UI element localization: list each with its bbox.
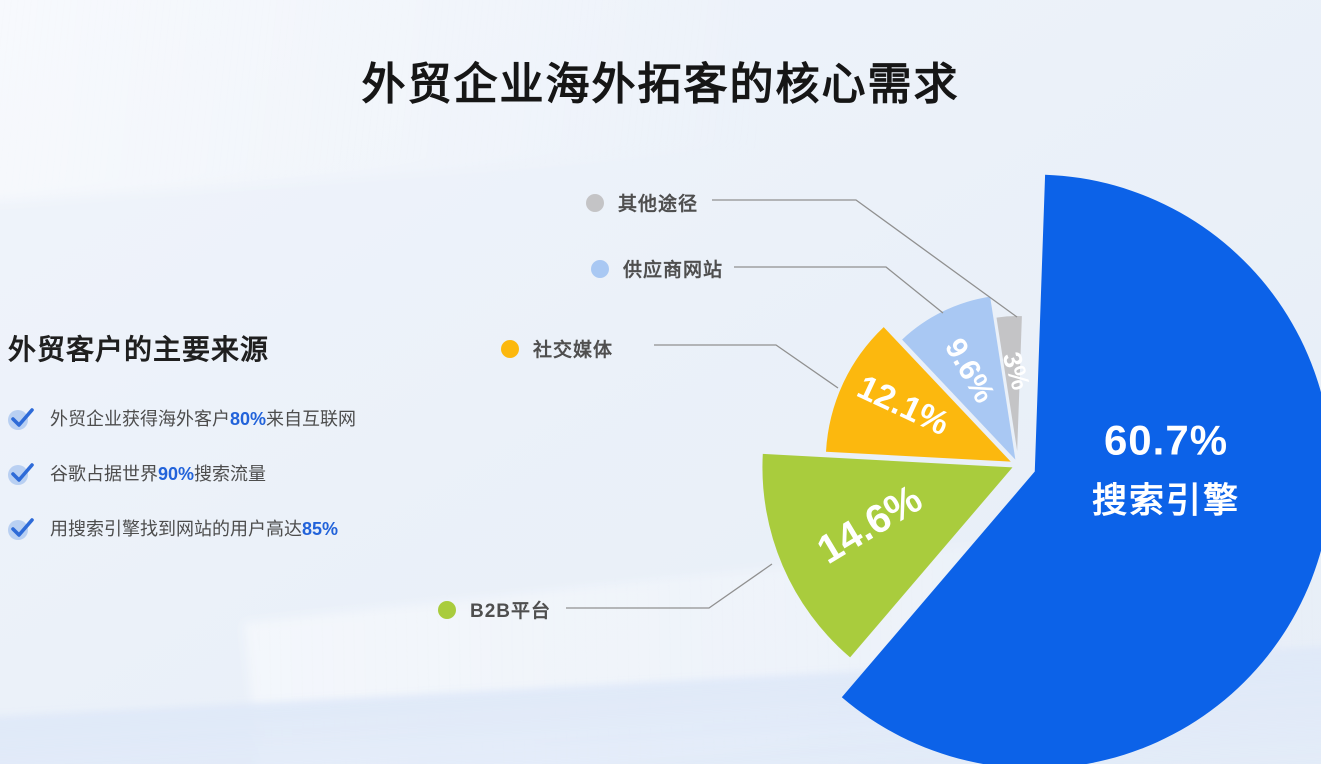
slice-label-social: 12.1%: [851, 367, 955, 444]
legend-dot-social: [501, 339, 519, 358]
legend-dot-other: [586, 193, 604, 212]
insights-panel: 外贸客户的主要来源 外贸企业获得海外客户80%来自互联网 谷歌占据世界90%搜索…: [8, 328, 428, 571]
legend-item-supplier: 供应商网站: [591, 255, 723, 282]
slice-name: 搜索引擎: [1091, 481, 1241, 521]
legend-label: 社交媒体: [533, 340, 614, 361]
checkmark-icon: [8, 516, 34, 542]
insight-item: 谷歌占据世界90%搜索流量: [8, 461, 428, 487]
pie-slice-0: [841, 174, 1321, 764]
highlight-number: 85%: [302, 519, 339, 539]
leader-line-b2b: [566, 563, 773, 609]
slice-label-supplier: 9.6%: [938, 332, 1001, 409]
legend-dot-supplier: [591, 259, 609, 278]
insight-item: 外贸企业获得海外客户80%来自互联网: [8, 406, 428, 432]
leader-line-other: [712, 199, 1018, 318]
highlight-number: 80%: [230, 409, 267, 429]
slice-label-other: 3%: [996, 348, 1037, 394]
insight-item: 用搜索引擎找到网站的用户高达85%: [8, 516, 428, 542]
background-wave: [0, 638, 1321, 764]
checkmark-icon: [8, 406, 34, 432]
insights-heading: 外贸客户的主要来源: [8, 334, 270, 365]
slice-value: 60.7%: [1103, 416, 1229, 464]
legend-item-b2b: B2B平台: [438, 596, 551, 623]
legend-label: B2B平台: [470, 601, 552, 622]
insight-text: 外贸企业获得海外客户80%来自互联网: [50, 409, 357, 429]
pie-slice-1: [762, 453, 1013, 658]
leader-line-social: [654, 344, 839, 389]
leader-line-supplier: [734, 266, 944, 314]
highlight-number: 90%: [158, 464, 195, 484]
legend-dot-b2b: [438, 600, 456, 619]
page-title: 外贸企业海外拓客的核心需求: [361, 60, 960, 109]
legend-item-other: 其他途径: [586, 189, 698, 216]
checkmark-icon: [8, 461, 34, 487]
slice-label-b2b: 14.6%: [809, 476, 930, 573]
insight-text: 谷歌占据世界90%搜索流量: [50, 464, 267, 484]
insight-text: 用搜索引擎找到网站的用户高达85%: [50, 519, 339, 539]
legend-item-social: 社交媒体: [501, 335, 613, 362]
legend-label: 供应商网站: [623, 260, 724, 281]
slice-label-search: 60.7% 搜索引擎: [1092, 417, 1240, 524]
legend-label: 其他途径: [618, 194, 699, 215]
